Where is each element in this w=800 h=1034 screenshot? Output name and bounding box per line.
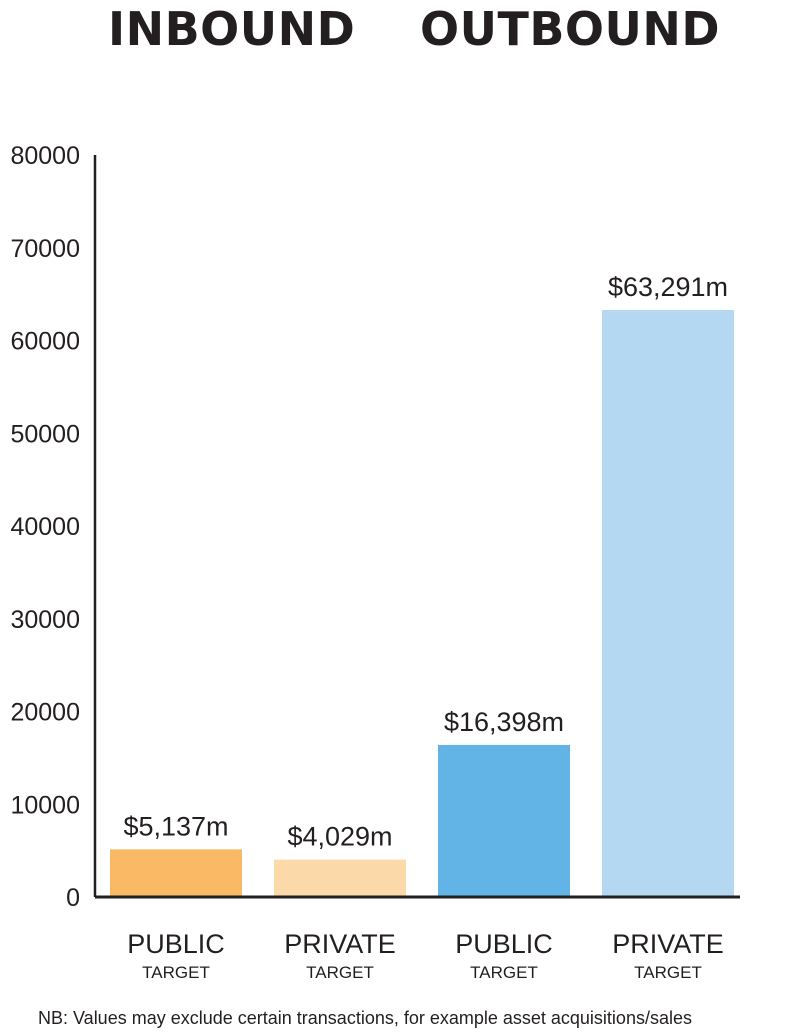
- footnote: NB: Values may exclude certain transacti…: [38, 1008, 692, 1028]
- x-tick-sublabel: TARGET: [142, 963, 210, 982]
- x-tick-label: PUBLIC: [127, 929, 225, 959]
- x-tick-sublabel: TARGET: [634, 963, 702, 982]
- bar-value-label: $63,291m: [608, 272, 728, 302]
- bar-value-label: $4,029m: [287, 822, 392, 852]
- y-tick-label: 20000: [10, 699, 80, 727]
- bar-value-label: $16,398m: [444, 707, 564, 737]
- bar-3: [438, 744, 570, 897]
- y-axis: 0 10000 20000 30000 40000 50000 60000 70000 8000…: [10, 142, 97, 912]
- y-tick-label: 40000: [10, 513, 80, 541]
- x-tick-label: PRIVATE: [612, 929, 724, 959]
- bar-value-label: $5,137m: [123, 811, 228, 841]
- bar-chart: 0 10000 20000 30000 40000 50000 60000 70000 8000…: [10, 142, 740, 982]
- bars: [110, 309, 734, 898]
- y-tick-label: 0: [66, 884, 80, 912]
- y-tick-label: 10000: [10, 791, 80, 819]
- y-tick-label: 80000: [10, 142, 80, 170]
- bar-2: [274, 859, 406, 897]
- outbound-header: OUTBOUND: [420, 2, 721, 56]
- y-tick-label: 70000: [10, 235, 80, 263]
- bar-1: [110, 849, 242, 897]
- y-tick-label: 50000: [10, 420, 80, 448]
- x-tick-label: PUBLIC: [455, 929, 553, 959]
- y-tick-label: 30000: [10, 606, 80, 634]
- x-tick-sublabel: TARGET: [470, 963, 538, 982]
- x-tick-sublabel: TARGET: [306, 963, 374, 982]
- x-axis: PUBLIC TARGET PRIVATE TARGET PUBLIC TARGET PRI…: [95, 895, 740, 982]
- bar-4: [602, 309, 734, 898]
- y-tick-label: 60000: [10, 328, 80, 356]
- data-labels: $5,137m $4,029m $16,398m $63,291m: [123, 272, 728, 852]
- x-tick-label: PRIVATE: [284, 929, 396, 959]
- inbound-header: INBOUND: [108, 2, 356, 56]
